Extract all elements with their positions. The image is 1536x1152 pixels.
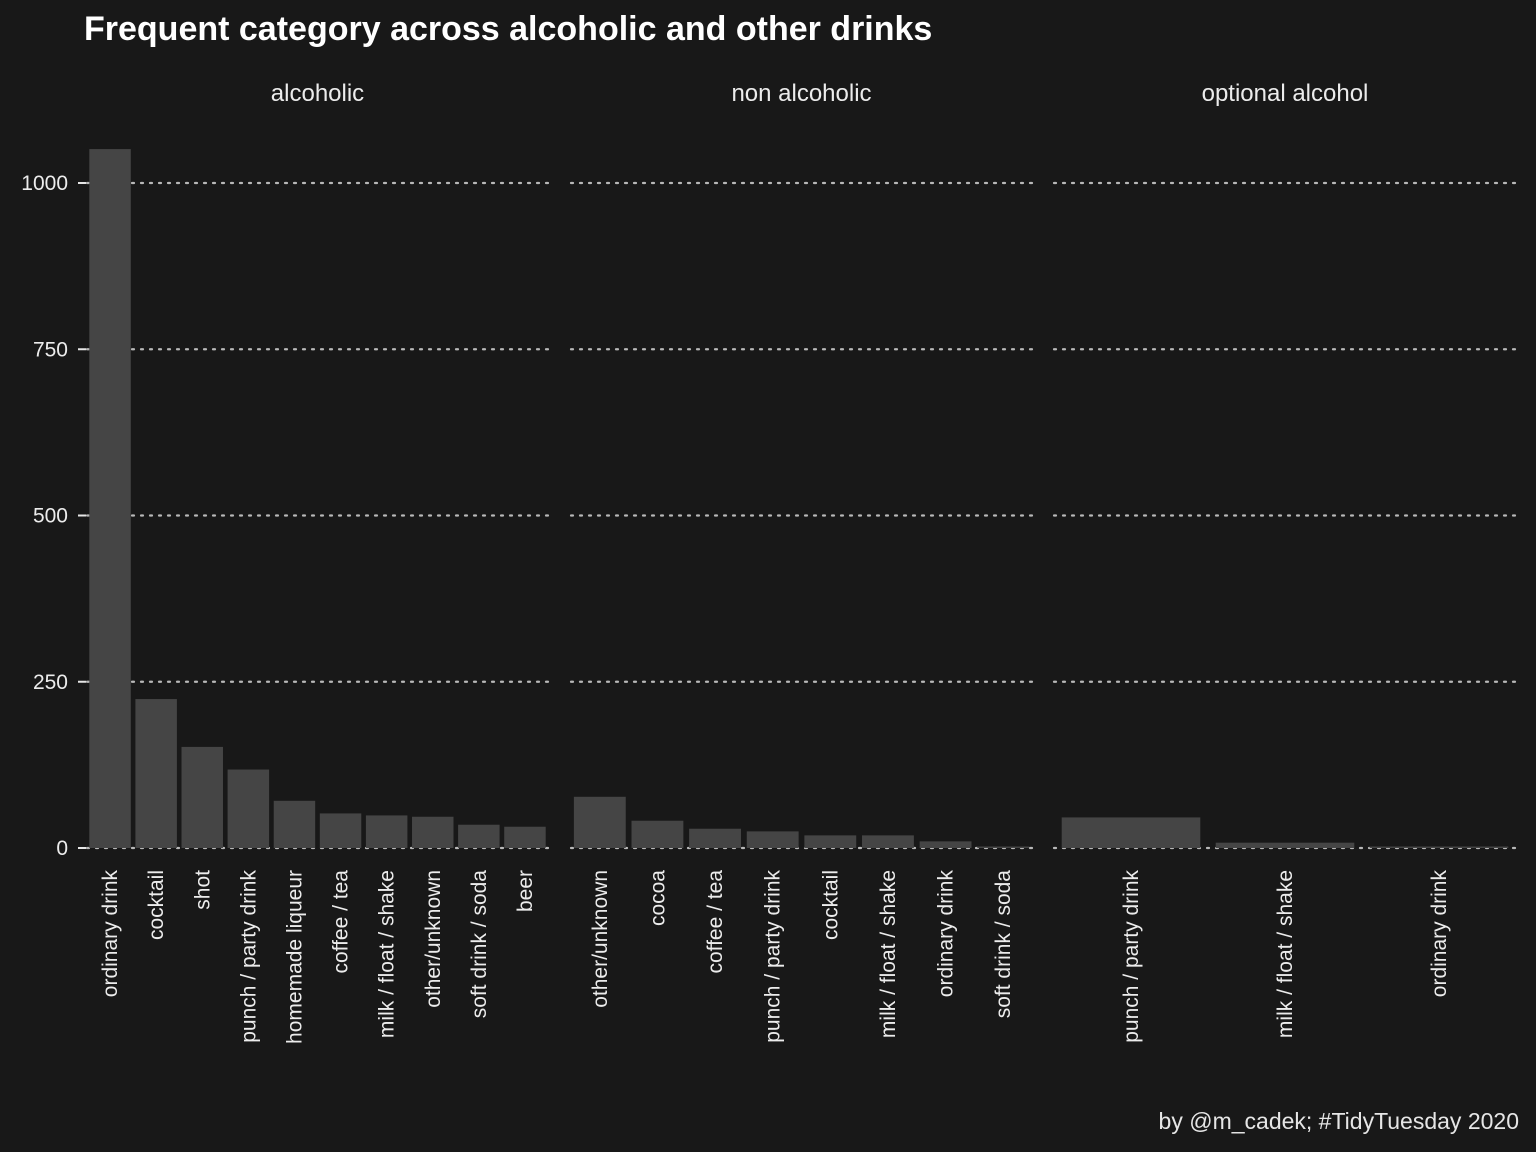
bar: [273, 800, 316, 848]
x-tick-label: beer: [514, 870, 537, 912]
bar: [862, 835, 914, 848]
x-tick-label: ordinary drink: [935, 870, 958, 998]
x-tick-label: homemade liqueur: [283, 870, 306, 1044]
bar: [181, 746, 223, 848]
x-tick-label: milk / float / shake: [877, 870, 900, 1038]
caption: by @m_cadek; #TidyTuesday 2020: [1158, 1108, 1519, 1134]
x-tick-label: other/unknown: [589, 870, 612, 1008]
x-tick-label: punch / party drink: [762, 870, 785, 1043]
bar: [977, 846, 1030, 848]
bar: [746, 831, 799, 848]
x-tick-label: milk / float / shake: [376, 870, 399, 1038]
bar: [89, 149, 131, 848]
x-tick-label: coffee / tea: [330, 870, 353, 974]
x-tick-label: milk / float / shake: [1274, 870, 1297, 1038]
bar: [631, 820, 684, 848]
bar: [573, 796, 626, 848]
x-tick-label: soft drink / soda: [468, 870, 491, 1019]
x-tick-label: punch / party drink: [237, 870, 260, 1043]
x-tick-label: ordinary drink: [99, 870, 122, 998]
bar: [227, 769, 270, 848]
bar: [1061, 817, 1201, 848]
x-tick-label: cocktail: [819, 870, 842, 940]
x-tick-label: cocktail: [145, 870, 168, 940]
bar: [135, 699, 177, 848]
y-tick-label: 1000: [21, 172, 68, 195]
x-tick-label: punch / party drink: [1120, 870, 1143, 1043]
bar: [319, 813, 362, 848]
y-tick-label: 250: [33, 671, 68, 694]
x-tick-label: cocoa: [646, 870, 669, 926]
x-tick-label: soft drink / soda: [992, 870, 1015, 1019]
y-tick-label: 500: [33, 505, 68, 528]
facet-label: optional alcohol: [1202, 80, 1369, 107]
x-tick-label: other/unknown: [422, 870, 445, 1008]
x-tick-label: ordinary drink: [1428, 870, 1451, 998]
x-tick-label: coffee / tea: [704, 870, 727, 974]
bar: [919, 841, 972, 848]
facet-label: non alcoholic: [731, 80, 871, 107]
bar: [689, 828, 741, 848]
bar: [1369, 846, 1509, 848]
bar: [412, 816, 454, 848]
bar: [458, 824, 500, 848]
bar: [365, 815, 408, 848]
bar: [1215, 842, 1355, 848]
x-tick-label: shot: [191, 870, 214, 910]
bar: [504, 826, 546, 848]
y-tick-label: 0: [56, 837, 68, 860]
bar: [804, 835, 857, 848]
y-tick-label: 750: [33, 338, 68, 361]
facet-label: alcoholic: [271, 80, 364, 107]
chart-title: Frequent category across alcoholic and o…: [84, 10, 933, 48]
